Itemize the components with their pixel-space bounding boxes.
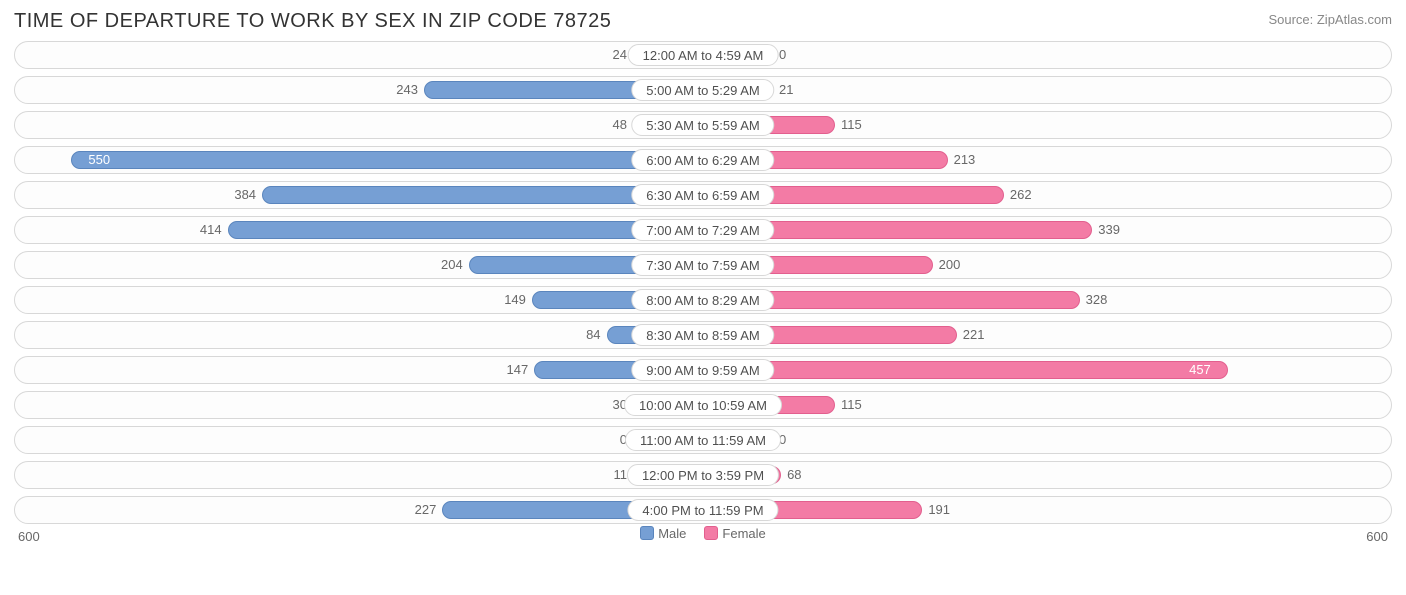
chart-row: 384 262 6:30 AM to 6:59 AM bbox=[14, 181, 1392, 209]
female-value: 221 bbox=[963, 326, 985, 344]
female-value: 328 bbox=[1086, 291, 1108, 309]
category-label: 5:30 AM to 5:59 AM bbox=[631, 114, 774, 136]
axis-right-label: 600 bbox=[1366, 529, 1388, 544]
chart-row: 24 012:00 AM to 4:59 AM bbox=[14, 41, 1392, 69]
legend-male-label: Male bbox=[658, 526, 686, 541]
legend-female: Female bbox=[704, 526, 765, 541]
legend: Male Female bbox=[14, 526, 1392, 541]
chart-row: 550 213 6:00 AM to 6:29 AM bbox=[14, 146, 1392, 174]
chart-row: 147 457 9:00 AM to 9:59 AM bbox=[14, 356, 1392, 384]
male-value: 204 bbox=[441, 256, 463, 274]
chart-row: 11 68 12:00 PM to 3:59 PM bbox=[14, 461, 1392, 489]
chart-row: 149 328 8:00 AM to 8:29 AM bbox=[14, 286, 1392, 314]
female-value: 191 bbox=[928, 501, 950, 519]
female-value: 68 bbox=[787, 466, 801, 484]
category-label: 8:00 AM to 8:29 AM bbox=[631, 289, 774, 311]
female-value: 21 bbox=[779, 81, 793, 99]
female-swatch bbox=[704, 526, 718, 540]
chart-row: 227 191 4:00 PM to 11:59 PM bbox=[14, 496, 1392, 524]
male-value: 149 bbox=[504, 291, 526, 309]
chart-source: Source: ZipAtlas.com bbox=[1268, 12, 1392, 27]
male-value: 243 bbox=[396, 81, 418, 99]
male-value: 24 bbox=[613, 46, 627, 64]
female-value: 339 bbox=[1098, 221, 1120, 239]
diverging-bar-chart: 24 012:00 AM to 4:59 AM 243 21 5:00 AM to 5:… bbox=[14, 41, 1392, 524]
category-label: 8:30 AM to 8:59 AM bbox=[631, 324, 774, 346]
axis-left-label: 600 bbox=[18, 529, 40, 544]
chart-row: 3011510:00 AM to 10:59 AM bbox=[14, 391, 1392, 419]
male-value: 147 bbox=[507, 361, 529, 379]
legend-female-label: Female bbox=[722, 526, 765, 541]
female-bar bbox=[703, 361, 1228, 379]
chart-row: 243 21 5:00 AM to 5:29 AM bbox=[14, 76, 1392, 104]
male-value: 11 bbox=[614, 466, 628, 484]
category-label: 6:30 AM to 6:59 AM bbox=[631, 184, 774, 206]
chart-title: TIME OF DEPARTURE TO WORK BY SEX IN ZIP … bbox=[14, 10, 611, 33]
legend-male: Male bbox=[640, 526, 686, 541]
category-label: 4:00 PM to 11:59 PM bbox=[627, 499, 778, 521]
category-label: 6:00 AM to 6:29 AM bbox=[631, 149, 774, 171]
chart-row: 84 221 8:30 AM to 8:59 AM bbox=[14, 321, 1392, 349]
male-bar bbox=[71, 151, 703, 169]
category-label: 9:00 AM to 9:59 AM bbox=[631, 359, 774, 381]
category-label: 12:00 PM to 3:59 PM bbox=[627, 464, 779, 486]
male-value: 414 bbox=[200, 221, 222, 239]
male-value: 48 bbox=[613, 116, 627, 134]
female-value: 115 bbox=[841, 116, 862, 134]
chart-row: 414 339 7:00 AM to 7:29 AM bbox=[14, 216, 1392, 244]
chart-row: 204 200 7:30 AM to 7:59 AM bbox=[14, 251, 1392, 279]
category-label: 7:00 AM to 7:29 AM bbox=[631, 219, 774, 241]
male-value: 84 bbox=[586, 326, 600, 344]
female-value: 0 bbox=[779, 46, 786, 64]
male-value: 227 bbox=[415, 501, 437, 519]
female-value: 457 bbox=[1181, 361, 1219, 379]
male-value: 384 bbox=[234, 186, 256, 204]
category-label: 12:00 AM to 4:59 AM bbox=[628, 44, 779, 66]
category-label: 5:00 AM to 5:29 AM bbox=[631, 79, 774, 101]
female-value: 115 bbox=[841, 396, 862, 414]
chart-row: 48 115 5:30 AM to 5:59 AM bbox=[14, 111, 1392, 139]
female-value: 213 bbox=[954, 151, 976, 169]
category-label: 10:00 AM to 10:59 AM bbox=[624, 394, 782, 416]
chart-row: 0011:00 AM to 11:59 AM bbox=[14, 426, 1392, 454]
category-label: 11:00 AM to 11:59 AM bbox=[625, 429, 781, 451]
female-value: 200 bbox=[939, 256, 961, 274]
male-value: 550 bbox=[80, 151, 118, 169]
category-label: 7:30 AM to 7:59 AM bbox=[631, 254, 774, 276]
male-swatch bbox=[640, 526, 654, 540]
female-value: 262 bbox=[1010, 186, 1032, 204]
